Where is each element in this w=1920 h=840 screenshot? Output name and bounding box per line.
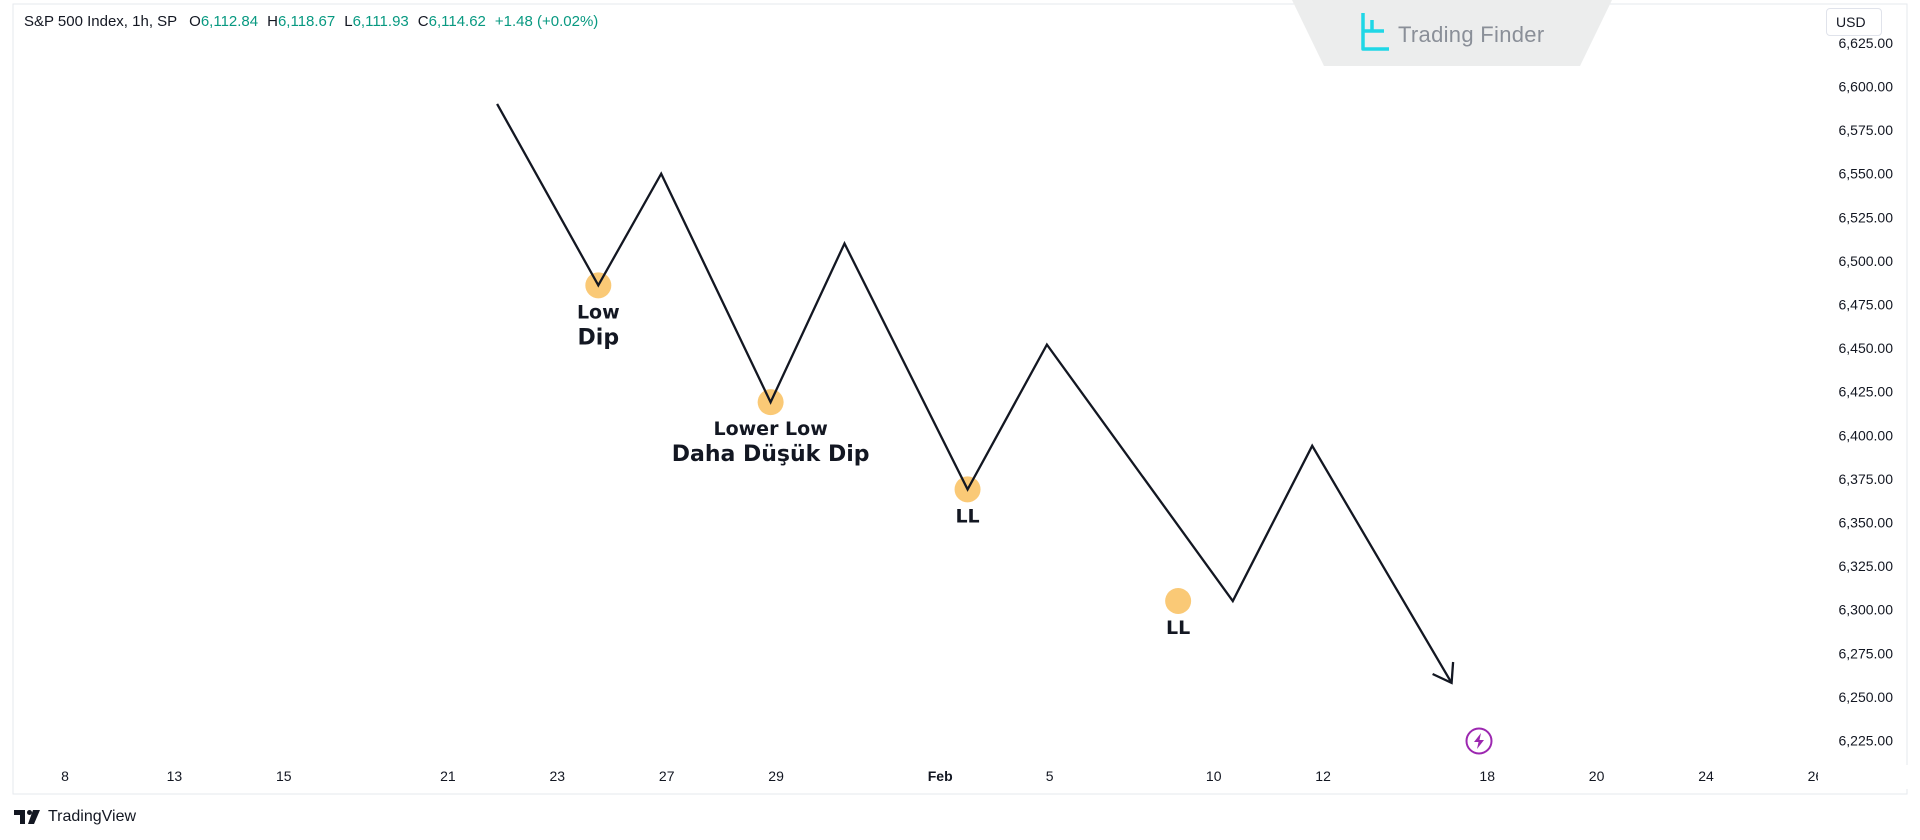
price-path-line[interactable]: [496, 103, 1453, 684]
x-tick-label: 27: [659, 768, 675, 784]
annotation-label: Lower Low: [713, 418, 827, 440]
y-tick-label: 6,475.00: [1839, 297, 1894, 313]
annotation-label: LL: [1166, 617, 1190, 639]
swing-low-marker[interactable]: [1165, 587, 1192, 614]
x-tick-label: 10: [1206, 768, 1222, 784]
y-tick-label: 6,425.00: [1839, 384, 1894, 400]
x-tick-label: 24: [1698, 768, 1714, 784]
tradingview-logo[interactable]: TradingView: [14, 808, 136, 826]
open-label: O: [189, 13, 201, 30]
y-tick-label: 6,575.00: [1839, 122, 1894, 138]
close-value: 6,114.62: [428, 13, 486, 30]
x-tick-label: 29: [768, 768, 784, 784]
y-tick-label: 6,550.00: [1839, 166, 1894, 182]
currency-button[interactable]: USD: [1826, 8, 1882, 36]
x-tick-label: 20: [1589, 768, 1605, 784]
time-axis[interactable]: 8 13 15 21 23 27 29 Feb 5 10 12 18 20 24 26: [61, 765, 1908, 789]
trading-finder-logo-icon: [1361, 13, 1389, 51]
chart-frame: [12, 3, 1908, 795]
ohlc-legend: S&P 500 Index, 1h, SP O 6,112.84 H 6,118.6…: [24, 13, 598, 30]
close-label: C: [417, 13, 429, 30]
y-tick-label: 6,375.00: [1839, 471, 1894, 487]
open-value: 6,112.84: [200, 13, 259, 30]
x-tick-label: 13: [167, 768, 183, 784]
y-tick-label: 6,525.00: [1839, 209, 1894, 225]
x-tick-label: 12: [1315, 768, 1331, 784]
low-value: 6,111.93: [352, 13, 409, 30]
x-tick-label: 21: [440, 768, 456, 784]
price-axis[interactable]: 6,225.00 6,250.00 6,275.00 6,300.00 6,325.00…: [1839, 35, 1894, 749]
y-tick-label: 6,250.00: [1839, 689, 1894, 705]
y-tick-label: 6,225.00: [1839, 733, 1894, 749]
annotation-label: Low: [577, 301, 620, 323]
tradingview-name: TradingView: [48, 808, 137, 825]
y-tick-label: 6,400.00: [1839, 427, 1894, 443]
arrowhead: [1432, 661, 1455, 685]
annotation-label: LL: [955, 505, 979, 527]
x-tick-label: Feb: [928, 768, 953, 784]
y-tick-label: 6,450.00: [1839, 340, 1894, 356]
y-tick-label: 6,325.00: [1839, 558, 1894, 574]
high-value: 6,118.67: [277, 13, 336, 30]
x-axis-edge-mask: [1818, 765, 1908, 789]
brand-name: Trading Finder: [1398, 22, 1545, 47]
y-tick-label: 6,600.00: [1839, 79, 1894, 95]
x-tick-label: 18: [1479, 768, 1495, 784]
y-tick-label: 6,300.00: [1839, 602, 1894, 618]
x-tick-label: 5: [1046, 768, 1054, 784]
y-tick-label: 6,275.00: [1839, 645, 1894, 661]
x-tick-label: 15: [276, 768, 292, 784]
x-tick-label: 8: [61, 768, 69, 784]
y-tick-label: 6,625.00: [1839, 35, 1894, 51]
y-tick-label: 6,350.00: [1839, 515, 1894, 531]
annotation-label-secondary: Daha Düşük Dip: [672, 442, 870, 467]
x-tick-label: 23: [550, 768, 566, 784]
low-label: L: [344, 13, 353, 30]
brand-tab: [1292, 0, 1612, 66]
lightning-icon[interactable]: [1465, 727, 1493, 755]
change-value: +1.48 (+0.02%): [494, 13, 599, 30]
annotation-label-secondary: Dip: [578, 325, 620, 350]
y-tick-label: 6,500.00: [1839, 253, 1894, 269]
symbol-title[interactable]: S&P 500 Index, 1h, SP: [24, 13, 178, 30]
high-label: H: [267, 13, 278, 30]
tradingview-logo-icon: [14, 810, 40, 824]
